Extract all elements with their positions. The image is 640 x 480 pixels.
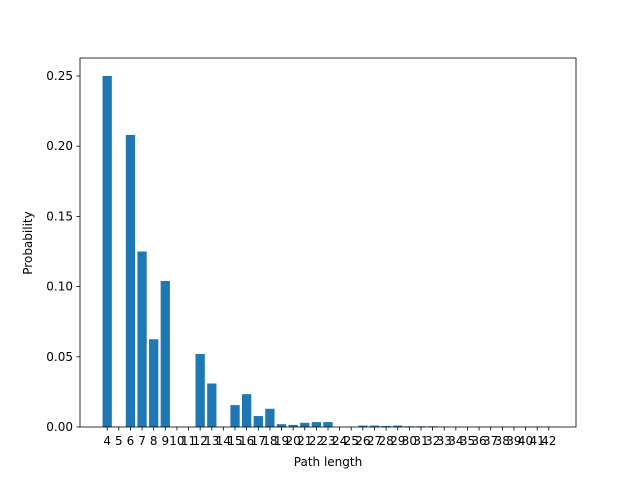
x-tick-label: 5 [115,434,123,448]
x-tick-label: 42 [541,434,556,448]
bar [311,422,322,427]
x-tick-label: 36 [471,434,486,448]
bar [137,251,147,427]
bar [393,425,403,427]
x-tick-label: 32 [425,434,440,448]
x-tick-label: 24 [332,434,347,448]
x-tick-label: 10 [169,434,184,448]
x-tick-label: 19 [274,434,289,448]
x-tick-label: 6 [127,434,135,448]
x-tick-label: 35 [460,434,475,448]
x-tick-label: 12 [193,434,208,448]
x-tick-label: 17 [251,434,266,448]
bar [207,383,217,427]
x-tick-label: 22 [309,434,324,448]
y-tick-label: 0.00 [46,420,73,434]
bar [358,425,368,427]
bar [265,408,275,427]
x-tick-label: 33 [437,434,452,448]
bar [276,424,287,427]
bar [195,353,205,427]
x-axis-label: Path length [294,455,362,469]
x-tick-label: 25 [344,434,359,448]
x-tick-label: 20 [285,434,300,448]
x-tick-label: 18 [262,434,277,448]
x-tick-label: 23 [320,434,335,448]
x-tick-label: 29 [390,434,405,448]
x-tick-label: 8 [150,434,158,448]
bar [160,280,170,427]
x-tick-label: 40 [518,434,533,448]
y-axis-label: Probability [21,211,35,274]
x-tick-label: 11 [181,434,196,448]
bar [300,422,310,427]
bar [102,75,112,428]
y-tick-label: 0.25 [46,69,73,83]
bar [253,416,263,427]
y-tick-label: 0.10 [46,280,73,294]
y-tick-label: 0.20 [46,139,73,153]
bar [230,405,240,427]
x-tick-label: 13 [204,434,219,448]
x-tick-label: 30 [402,434,417,448]
bar [149,339,159,427]
x-tick-label: 31 [413,434,428,448]
bar [369,425,380,427]
x-tick-label: 14 [216,434,231,448]
x-tick-label: 28 [378,434,393,448]
x-tick-label: 9 [161,434,169,448]
x-tick-label: 16 [239,434,254,448]
x-tick-label: 38 [495,434,510,448]
bar [288,424,298,427]
bar [323,422,333,427]
x-tick-label: 37 [483,434,498,448]
bar [242,394,252,427]
x-tick-label: 39 [506,434,521,448]
x-tick-label: 4 [103,434,111,448]
x-tick-label: 15 [227,434,242,448]
y-tick-label: 0.05 [46,350,73,364]
x-tick-label: 21 [297,434,312,448]
plot-frame [79,57,577,428]
x-tick-label: 27 [367,434,382,448]
y-tick-label: 0.15 [46,209,73,223]
bar [125,134,136,428]
x-tick-label: 7 [138,434,146,448]
x-tick-label: 26 [355,434,370,448]
x-tick-label: 41 [530,434,545,448]
x-tick-label: 34 [448,434,463,448]
bar [381,426,391,427]
